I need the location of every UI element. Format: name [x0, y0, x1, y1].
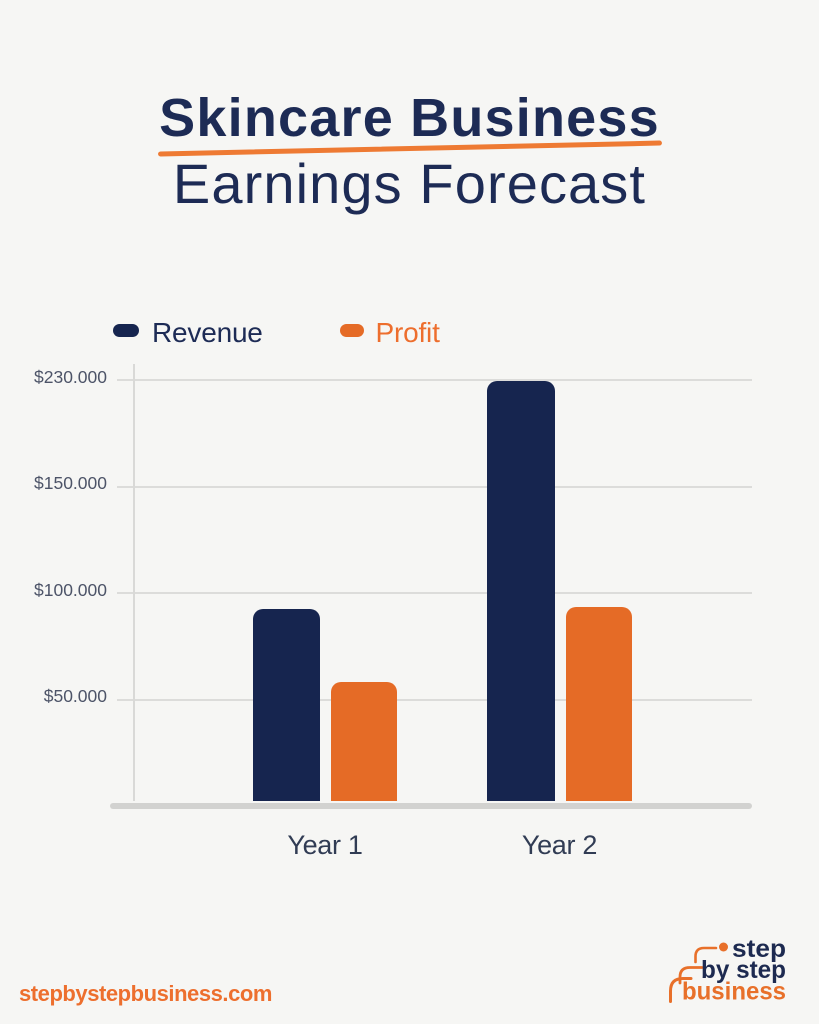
logo-step-curve-middle-icon — [678, 966, 704, 985]
gridline — [117, 698, 752, 701]
legend-marker-profit — [339, 323, 364, 337]
y-axis-tick-label: $100.000 — [34, 579, 107, 600]
logo-dot-icon — [719, 942, 728, 952]
website-url: stepbystepbusiness.com — [19, 981, 272, 1006]
legend-label-profit: Profit — [375, 317, 440, 348]
x-axis-category-label: Year 1 — [287, 829, 363, 860]
legend-label-revenue: Revenue — [152, 317, 263, 348]
logo-step-curve-top-icon — [694, 946, 718, 964]
y-axis-line — [133, 364, 135, 801]
y-axis-tick-label: $230.000 — [34, 366, 107, 387]
y-axis-tick-label: $150.000 — [34, 473, 107, 493]
bar-profit-year-1 — [331, 682, 397, 801]
logo-text-by-step: by step — [701, 956, 786, 984]
legend-marker-revenue — [113, 323, 139, 337]
bar-revenue-year-2 — [487, 381, 555, 801]
logo-text-step: step — [732, 935, 786, 963]
y-axis-tick-label: $50.000 — [43, 686, 107, 706]
brand-logo: step by step business — [669, 935, 786, 1006]
logo-text-business: business — [682, 978, 786, 1006]
x-axis-category-label: Year 2 — [521, 829, 598, 860]
gridline — [117, 592, 752, 594]
bar-profit-year-2 — [565, 606, 632, 801]
page-title-line1: Skincare Business — [159, 87, 660, 148]
gridline — [117, 485, 752, 488]
page-title-line2: Earnings Forecast — [172, 152, 647, 215]
x-axis-baseline — [110, 803, 752, 809]
logo-step-curve-bottom-icon — [669, 977, 693, 1003]
bar-revenue-year-1 — [252, 608, 320, 801]
gridline — [117, 379, 752, 381]
